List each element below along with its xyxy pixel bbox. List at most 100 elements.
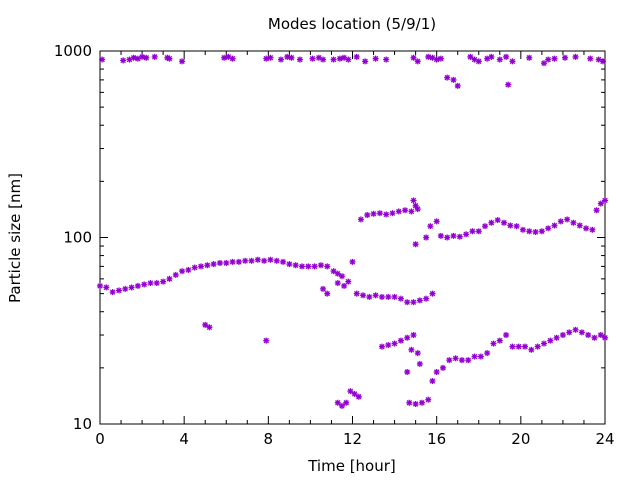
data-point-stroke	[236, 259, 242, 265]
data-point-stroke	[412, 203, 419, 209]
data-point	[166, 55, 173, 62]
data-point-stroke	[541, 60, 547, 66]
data-point	[383, 211, 390, 218]
data-point-stroke	[349, 259, 356, 265]
data-point	[360, 292, 367, 299]
data-point	[602, 334, 608, 341]
data-point	[120, 57, 127, 64]
data-point	[364, 212, 371, 219]
data-point-stroke	[311, 263, 318, 270]
x-tick-label: 12	[343, 430, 362, 448]
data-point	[362, 58, 369, 65]
data-point-stroke	[579, 329, 585, 336]
data-point-stroke	[292, 262, 299, 268]
data-point-stroke	[372, 55, 379, 62]
data-point	[166, 275, 173, 282]
data-point-stroke	[179, 268, 185, 274]
data-point-stroke	[229, 55, 236, 62]
data-point	[570, 219, 577, 226]
data-point-stroke	[446, 357, 453, 363]
data-point-stroke	[299, 263, 305, 270]
data-point-stroke	[225, 54, 232, 60]
data-point	[551, 222, 558, 229]
y-tick-label: 100	[63, 229, 92, 247]
data-point	[488, 219, 495, 226]
data-point-stroke	[318, 262, 324, 268]
data-point	[378, 293, 385, 300]
data-point	[324, 263, 331, 270]
data-point	[242, 257, 249, 264]
data-point	[122, 285, 129, 292]
data-point-stroke	[589, 227, 596, 233]
data-point	[501, 219, 507, 226]
x-tick-label: 24	[595, 430, 614, 448]
data-point-stroke	[267, 55, 274, 61]
data-point	[128, 284, 135, 291]
data-point	[572, 326, 579, 333]
chart-title: Modes location (5/9/1)	[268, 15, 436, 33]
x-tick-label: 0	[95, 430, 105, 448]
data-point	[206, 324, 213, 331]
data-point	[376, 210, 383, 217]
data-point-stroke	[341, 283, 347, 289]
x-tick-label: 20	[511, 430, 530, 448]
data-point-stroke	[429, 290, 436, 297]
data-point	[559, 332, 566, 339]
data-point	[427, 223, 434, 230]
data-point-stroke	[454, 83, 461, 89]
data-point-stroke	[501, 220, 507, 226]
data-point	[338, 273, 345, 280]
data-point	[286, 261, 293, 268]
data-point	[484, 350, 491, 357]
data-point	[509, 343, 516, 350]
data-point-stroke	[507, 222, 514, 229]
data-point	[277, 56, 284, 63]
data-point-stroke	[305, 263, 312, 270]
data-point-stroke	[347, 388, 354, 394]
data-point-stroke	[335, 400, 341, 406]
data-point-stroke	[288, 55, 295, 61]
data-point	[433, 218, 440, 225]
data-point-stroke	[412, 401, 419, 407]
data-point	[406, 399, 413, 406]
data-point-stroke	[522, 343, 528, 350]
data-point-stroke	[370, 211, 377, 217]
data-point	[389, 210, 396, 217]
data-point-stroke	[410, 299, 417, 305]
data-point-stroke	[116, 287, 122, 294]
data-point-stroke	[206, 324, 213, 331]
data-point-stroke	[320, 56, 326, 63]
data-point	[599, 58, 606, 65]
data-point	[143, 54, 150, 61]
data-point	[397, 295, 404, 302]
data-point-stroke	[463, 231, 469, 238]
data-point	[450, 76, 457, 83]
data-point	[458, 357, 465, 364]
data-point	[216, 259, 223, 266]
data-point	[471, 353, 478, 360]
data-point-stroke	[103, 284, 110, 291]
data-point	[334, 280, 341, 287]
data-point	[320, 56, 327, 63]
data-point-stroke	[408, 208, 415, 215]
data-point	[204, 262, 211, 269]
x-tick-label: 8	[264, 430, 274, 448]
data-point	[444, 234, 451, 241]
data-point-stroke	[476, 228, 482, 234]
data-point	[597, 332, 604, 339]
data-point-stroke	[423, 234, 429, 241]
data-point-stroke	[154, 280, 160, 286]
data-point	[488, 53, 495, 60]
data-point-stroke	[404, 299, 410, 305]
data-point-stroke	[598, 200, 604, 207]
data-point-stroke	[404, 369, 410, 375]
data-point-stroke	[450, 77, 457, 83]
data-point-stroke	[151, 54, 158, 60]
data-point-stroke	[410, 332, 417, 338]
data-point-stroke	[558, 218, 564, 225]
data-point-stroke	[366, 294, 373, 300]
data-point-stroke	[372, 292, 379, 298]
data-point	[437, 232, 444, 239]
data-point-stroke	[547, 337, 554, 344]
data-point-stroke	[570, 220, 577, 226]
